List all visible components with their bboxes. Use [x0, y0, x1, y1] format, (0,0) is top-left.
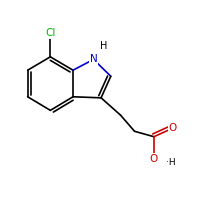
Text: O: O: [150, 154, 158, 164]
Text: Cl: Cl: [45, 28, 56, 38]
Text: N: N: [90, 54, 97, 64]
Text: ·H: ·H: [166, 158, 175, 167]
Text: O: O: [169, 123, 177, 133]
Text: H: H: [100, 41, 108, 51]
